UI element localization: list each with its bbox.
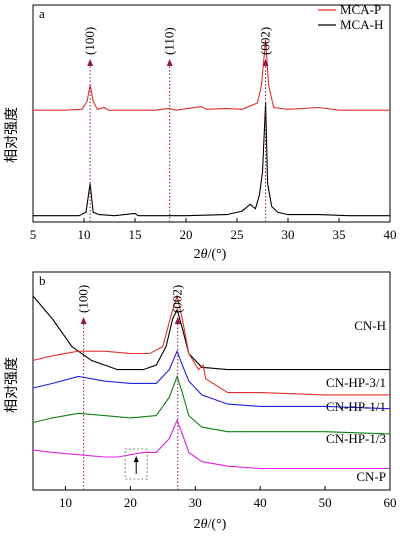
x-axis-label: 2θ/(°) (194, 517, 227, 532)
series-line-mca-h (33, 102, 390, 217)
series-label: CN-HP-1/1 (326, 399, 386, 414)
highlight-arrow-head (133, 456, 139, 462)
x-tick-label: 50 (319, 495, 332, 510)
series-line-cn-hp-3-1 (32, 293, 390, 396)
series-label: CN-HP-3/1 (326, 375, 386, 390)
y-axis-label: 相对强度 (4, 357, 20, 413)
peak-arrow (166, 59, 173, 66)
series-line-cn-h (32, 295, 390, 371)
peak-label: (002) (258, 27, 273, 55)
legend-label: MCA-P (340, 2, 381, 17)
series-line-cn-hp-1-1 (32, 349, 391, 410)
x-tick-label: 10 (59, 495, 72, 510)
legend-label: MCA-H (340, 17, 383, 32)
y-axis-label: 相对强度 (4, 107, 20, 163)
x-tick-label: 15 (129, 227, 142, 242)
panel-b: 10 20 30 40 50 60 2θ/(°) 相对强度 b CN-H CN-HP-3/1 CN-H… (4, 271, 397, 532)
theta-symbol: θ (201, 517, 208, 532)
x-tick-label: 20 (124, 495, 137, 510)
x-tick-label: 5 (30, 227, 37, 242)
series-line-cn-p (32, 418, 390, 470)
series-label: CN-HP-1/3 (326, 431, 386, 446)
x-tick-label: 30 (189, 495, 202, 510)
x-tick-label: 10 (78, 227, 91, 242)
x-tick-label: 60 (384, 495, 397, 510)
highlight-box (124, 448, 148, 480)
x-tick-label: 20 (180, 227, 193, 242)
x-tick-label: 30 (282, 227, 295, 242)
peak-arrow (174, 317, 181, 324)
peak-arrow (262, 59, 269, 66)
peak-label: (100) (82, 27, 97, 55)
series-label: CN-P (356, 469, 386, 484)
x-tick-label: 40 (384, 227, 397, 242)
series-label: CN-H (354, 318, 386, 333)
plot-frame (32, 271, 391, 491)
series-line-cn-hp-1-3 (32, 374, 391, 435)
x-tick-label: 25 (231, 227, 244, 242)
peak-label: (110) (162, 27, 177, 55)
x-tick-label: 35 (333, 227, 346, 242)
peak-arrow (87, 59, 94, 66)
x-axis-label: 2θ/(°) (194, 247, 227, 262)
x-tick-label: 40 (254, 495, 267, 510)
peak-label: (002) (170, 285, 185, 313)
plot-frame (32, 4, 391, 223)
peak-label: (100) (76, 285, 91, 313)
peak-arrow (80, 317, 87, 324)
theta-symbol: θ (201, 247, 208, 262)
panel-label: a (39, 6, 45, 21)
panel-label: b (39, 273, 46, 288)
